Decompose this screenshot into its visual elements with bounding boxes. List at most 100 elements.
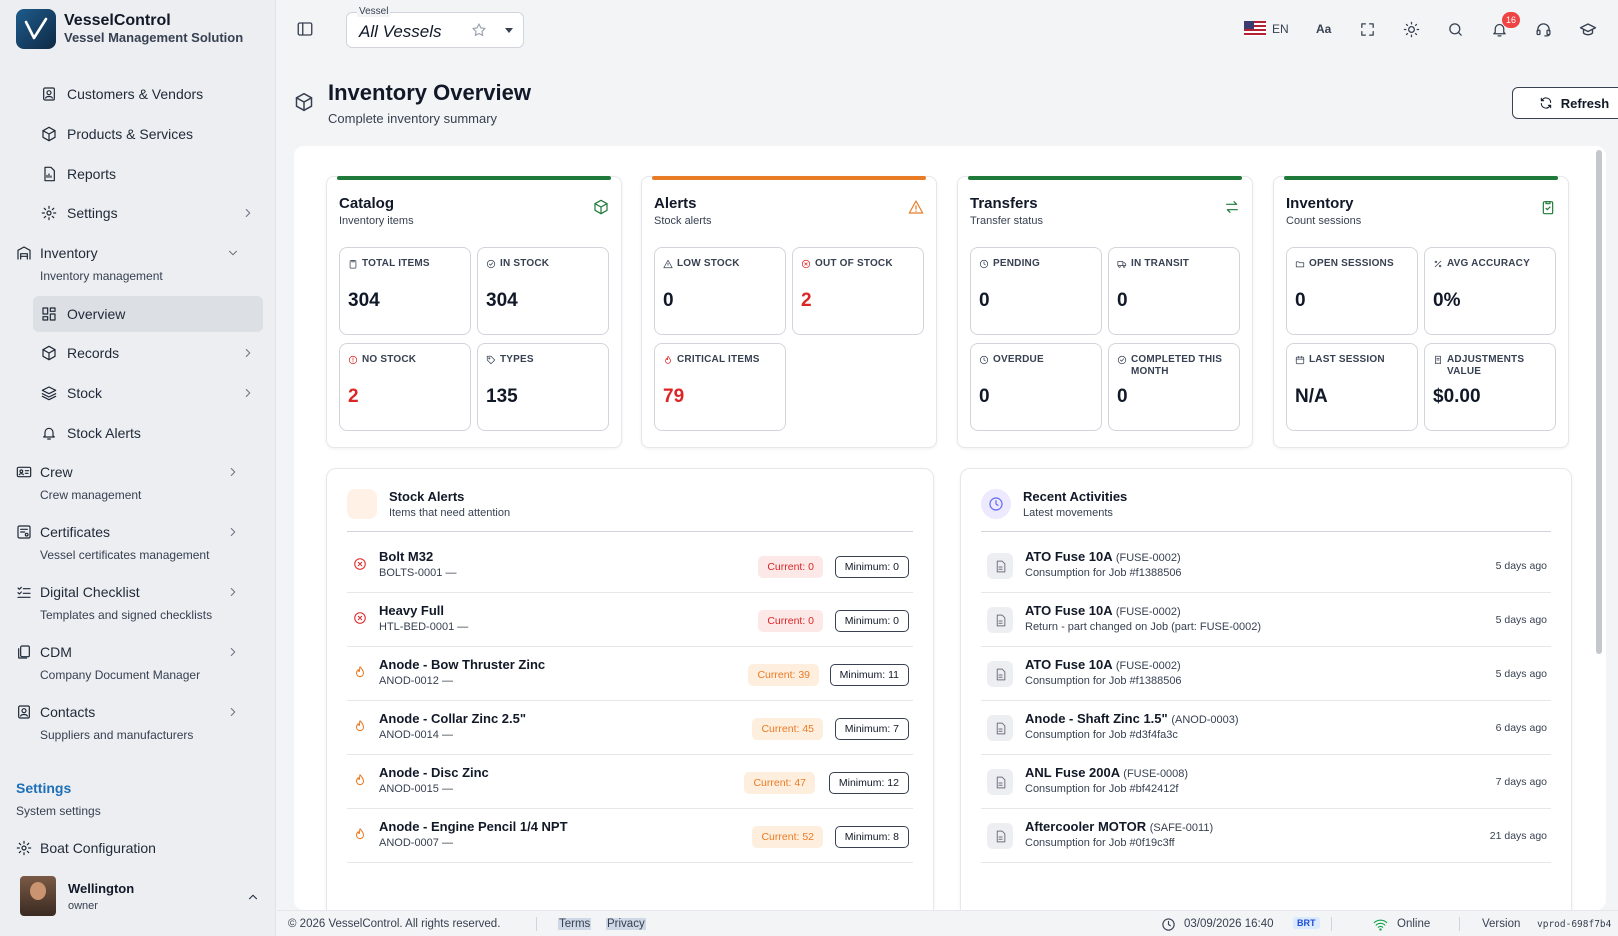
sidebar-category-crew[interactable]: Crew (16, 464, 266, 480)
recent-activities-panel: Recent Activities Latest movements ATO F… (960, 468, 1572, 910)
notifications-button[interactable] (1491, 21, 1508, 38)
sidebar-item-settings[interactable]: Settings (33, 195, 255, 231)
sidebar-category-contacts[interactable]: Contacts (16, 704, 266, 720)
activity-part-code: (FUSE-0002) (1115, 606, 1181, 618)
avatar (20, 876, 56, 916)
sidebar-category-digital-checklist[interactable]: Digital Checklist (16, 584, 266, 600)
card-title: Catalog (339, 195, 395, 212)
training-button[interactable] (1579, 21, 1597, 39)
item-name: Anode - Collar Zinc 2.5" (379, 711, 527, 726)
brand[interactable]: VesselControl Vessel Management Solution (16, 9, 266, 49)
activity-row[interactable]: ANL Fuse 200A (FUSE-0008) Consumption fo… (981, 755, 1551, 809)
star-icon[interactable] (471, 22, 487, 38)
current-qty-badge: Current: 52 (752, 826, 823, 848)
wifi-icon (1373, 919, 1388, 931)
box-icon (594, 199, 608, 215)
fullscreen-icon (1361, 23, 1374, 36)
card-accent-bar (968, 176, 1242, 180)
stock-alert-row[interactable]: Bolt M32 BOLTS-0001 — Current: 0 Minimum… (347, 539, 913, 593)
activity-row[interactable]: Aftercooler MOTOR (SAFE-0011) Consumptio… (981, 809, 1551, 863)
chevron-up-icon (248, 894, 258, 900)
item-code: HTL-BED-0001 — (379, 621, 469, 633)
card-subtitle: Stock alerts (654, 215, 712, 227)
contact-card-icon (18, 705, 30, 719)
activity-row[interactable]: Anode - Shaft Zinc 1.5" (ANOD-0003) Cons… (981, 701, 1551, 755)
stat-label: AVG ACCURACY (1447, 258, 1530, 269)
sidebar-category-certificates[interactable]: Certificates (16, 524, 266, 540)
stock-alert-header-icon (347, 489, 377, 519)
activity-row[interactable]: ATO Fuse 10A (FUSE-0002) Consumption for… (981, 647, 1551, 701)
fullscreen-button[interactable] (1359, 21, 1376, 38)
timezone-badge: BRT (1293, 917, 1320, 929)
category-label: Crew (40, 464, 73, 480)
stat-label: LAST SESSION (1309, 354, 1385, 365)
refresh-button[interactable]: Refresh (1512, 87, 1618, 119)
search-button[interactable] (1447, 21, 1464, 38)
activity-time: 7 days ago (1495, 776, 1547, 788)
activity-description: Consumption for Job #f1388506 (1025, 567, 1182, 579)
stock-alert-row[interactable]: Anode - Bow Thruster Zinc ANOD-0012 — Cu… (347, 647, 913, 701)
stock-alert-row[interactable]: Heavy Full HTL-BED-0001 — Current: 0 Min… (347, 593, 913, 647)
theme-toggle-button[interactable] (1403, 21, 1420, 38)
sidebar-category-cdm[interactable]: CDM (16, 644, 266, 660)
stock-alert-row[interactable]: Anode - Engine Pencil 1/4 NPT ANOD-0007 … (347, 809, 913, 863)
item-name: Heavy Full (379, 603, 445, 618)
terms-link[interactable]: Terms (558, 918, 592, 930)
sidebar-item-label: Products & Services (67, 126, 194, 142)
sidebar-toggle-icon (297, 22, 313, 36)
activity-item-name: ATO Fuse 10A (1025, 603, 1113, 618)
sidebar-item-label: Overview (67, 306, 126, 322)
inventory-sessions-card: Inventory Count sessions OPEN SESSIONS 0… (1273, 176, 1569, 448)
sidebar-item-products-services[interactable]: Products & Services (33, 116, 263, 152)
sidebar-item-stock[interactable]: Stock (33, 375, 255, 411)
current-qty-badge: Current: 0 (758, 610, 823, 632)
sidebar-item-records[interactable]: Records (33, 335, 255, 371)
settings-section-title[interactable]: Settings (16, 780, 72, 796)
stat-last-session: LAST SESSION N/A (1286, 343, 1418, 431)
category-subtitle: Vessel certificates management (40, 548, 210, 562)
stat-label: COMPLETED THIS MONTH (1131, 354, 1223, 377)
category-subtitle: Company Document Manager (40, 668, 201, 682)
catalog-card: Catalog Inventory items TOTAL ITEMS 304 … (326, 176, 622, 448)
activity-part-code: (SAFE-0011) (1149, 822, 1214, 834)
font-size-button[interactable]: Aa (1316, 22, 1332, 36)
sidebar-item-customers-vendors[interactable]: Customers & Vendors (33, 76, 263, 112)
minimum-qty-badge: Minimum: 11 (829, 664, 909, 686)
sidebar-item-boat-configuration[interactable]: Boat Configuration (16, 840, 266, 856)
privacy-link[interactable]: Privacy (606, 918, 646, 930)
minimum-qty-badge: Minimum: 7 (834, 718, 909, 740)
stat-value: 0 (1295, 290, 1306, 311)
sidebar-item-label: Reports (67, 166, 117, 182)
sidebar-item-stock-alerts[interactable]: Stock Alerts (33, 415, 263, 451)
version-value: vprod-698f7b4 (1537, 919, 1612, 930)
stat-completed-this-month: COMPLETED THIS MONTH 0 (1108, 343, 1240, 431)
toggle-sidebar-button[interactable] (296, 20, 314, 38)
receipt-icon (1435, 355, 1441, 365)
tag-icon (486, 355, 496, 365)
clipboard-icon (349, 260, 357, 269)
user-role: owner (68, 899, 98, 912)
support-button[interactable] (1535, 21, 1552, 38)
sidebar-item-reports[interactable]: Reports (33, 156, 263, 192)
x-circle-icon (801, 259, 811, 269)
activity-row[interactable]: ATO Fuse 10A (FUSE-0002) Consumption for… (981, 539, 1551, 593)
activity-part-code: (FUSE-0002) (1115, 660, 1181, 672)
language-selector[interactable]: EN (1244, 21, 1289, 36)
sidebar-category-inventory[interactable]: Inventory (16, 245, 266, 261)
sidebar-item-overview[interactable]: Overview (33, 296, 263, 332)
category-subtitle: Templates and signed checklists (40, 608, 213, 622)
page-title: Inventory Overview (328, 80, 531, 105)
chevron-right-icon (245, 388, 251, 398)
stock-alert-row[interactable]: Anode - Disc Zinc ANOD-0015 — Current: 4… (347, 755, 913, 809)
folder-open-icon (1295, 261, 1305, 268)
scrollbar[interactable] (1596, 150, 1602, 654)
activity-row[interactable]: ATO Fuse 10A (FUSE-0002) Return - part c… (981, 593, 1551, 647)
stat-value: 304 (486, 290, 518, 311)
user-menu[interactable]: Wellington owner (20, 876, 260, 916)
stat-label: OVERDUE (993, 354, 1044, 365)
vessel-select[interactable]: Vessel All Vessels (346, 6, 524, 48)
stock-alert-row[interactable]: Anode - Collar Zinc 2.5" ANOD-0014 — Cur… (347, 701, 913, 755)
package-icon (295, 92, 313, 112)
activity-part-code: (FUSE-0002) (1115, 552, 1181, 564)
checklist-icon (17, 586, 31, 598)
